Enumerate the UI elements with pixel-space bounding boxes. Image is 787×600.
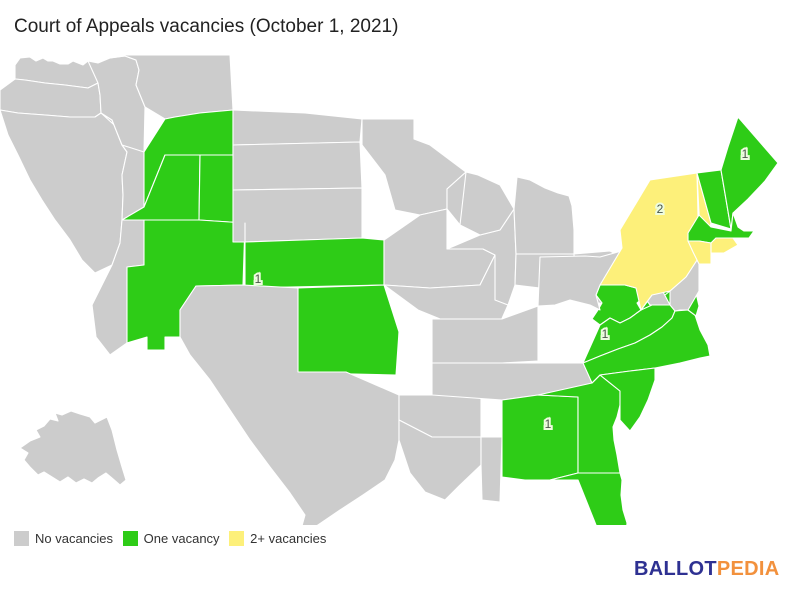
svg-text:1: 1: [742, 147, 749, 161]
svg-text:1: 1: [545, 417, 552, 431]
svg-text:1: 1: [255, 272, 262, 286]
svg-text:1: 1: [602, 327, 609, 341]
svg-text:2: 2: [657, 202, 664, 216]
